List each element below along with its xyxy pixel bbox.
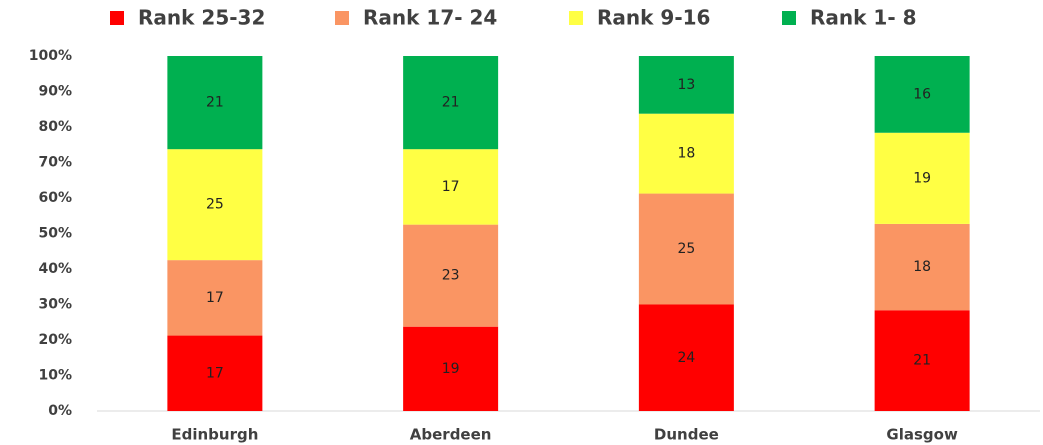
data-label: 24 <box>677 350 695 366</box>
data-label: 23 <box>442 268 460 284</box>
bar-segment <box>874 132 970 224</box>
bar-segment <box>167 149 263 261</box>
bar-segment <box>403 56 499 150</box>
bar-segment <box>638 113 734 194</box>
legend-swatch <box>569 11 583 25</box>
y-tick-label: 10% <box>38 368 72 384</box>
y-tick-label: 100% <box>29 48 72 64</box>
y-tick-label: 70% <box>38 155 72 171</box>
data-label: 17 <box>206 290 224 306</box>
x-tick-label: Aberdeen <box>410 426 492 444</box>
bar-segment <box>403 149 499 225</box>
data-label: 19 <box>913 170 931 186</box>
y-tick-label: 50% <box>38 226 72 242</box>
legend-swatch <box>335 11 349 25</box>
x-tick-label: Glasgow <box>886 426 958 444</box>
y-tick-label: 0% <box>48 403 72 419</box>
data-label: 17 <box>206 365 224 381</box>
legend-swatch <box>782 11 796 25</box>
data-label: 21 <box>913 353 931 369</box>
bar-segment <box>167 56 263 150</box>
data-label: 13 <box>677 77 695 93</box>
y-tick-label: 40% <box>38 261 72 277</box>
y-tick-label: 20% <box>38 332 72 348</box>
data-label: 21 <box>442 95 460 111</box>
data-label: 21 <box>206 95 224 111</box>
x-tick-label: Edinburgh <box>171 426 258 444</box>
bar-segment <box>638 193 734 305</box>
legend-label: Rank 1- 8 <box>810 6 917 30</box>
bar-segment <box>638 304 734 411</box>
y-tick-label: 60% <box>38 190 72 206</box>
data-label: 18 <box>677 146 695 162</box>
data-label: 17 <box>442 179 460 195</box>
bar-segment <box>638 56 734 114</box>
bar-segment <box>403 326 499 411</box>
data-label: 16 <box>913 86 931 102</box>
legend-swatch <box>110 11 124 25</box>
data-label: 25 <box>677 241 695 257</box>
x-tick-label: Dundee <box>654 426 719 444</box>
y-tick-label: 80% <box>38 119 72 135</box>
bar-segment <box>403 224 499 327</box>
data-label: 18 <box>913 259 931 275</box>
bar-segment <box>874 310 970 411</box>
y-tick-label: 90% <box>38 84 72 100</box>
bar-segment <box>874 223 970 311</box>
bar-segment <box>167 335 263 411</box>
legend-label: Rank 25-32 <box>138 6 265 30</box>
data-label: 25 <box>206 197 224 213</box>
bar-segment <box>874 56 970 133</box>
bar-segment <box>167 260 263 336</box>
legend-label: Rank 9-16 <box>597 6 710 30</box>
legend-label: Rank 17- 24 <box>363 6 497 30</box>
data-label: 19 <box>442 361 460 377</box>
y-tick-label: 30% <box>38 297 72 313</box>
